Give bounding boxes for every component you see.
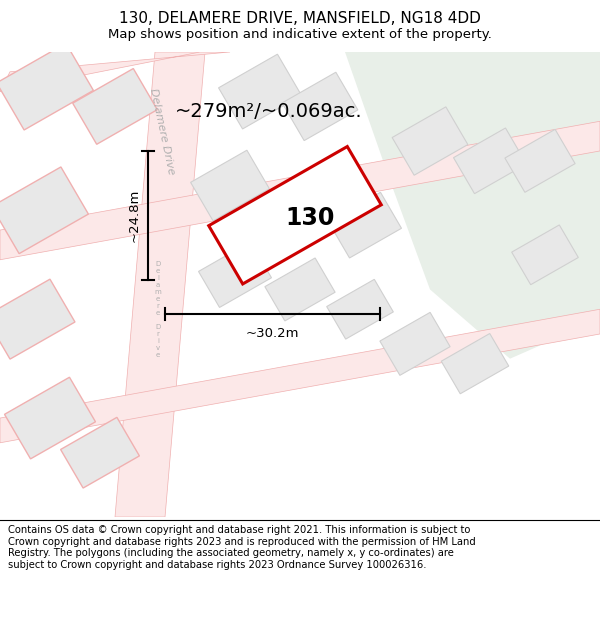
Polygon shape (262, 171, 338, 239)
Polygon shape (0, 52, 230, 92)
Polygon shape (282, 72, 358, 141)
Text: Map shows position and indicative extent of the property.: Map shows position and indicative extent… (108, 28, 492, 41)
Text: ~24.8m: ~24.8m (128, 189, 140, 242)
Polygon shape (380, 312, 450, 376)
Polygon shape (0, 309, 600, 442)
Polygon shape (505, 129, 575, 192)
Text: 130, DELAMERE DRIVE, MANSFIELD, NG18 4DD: 130, DELAMERE DRIVE, MANSFIELD, NG18 4DD (119, 11, 481, 26)
Polygon shape (441, 334, 509, 394)
Polygon shape (115, 52, 205, 517)
Polygon shape (392, 107, 468, 175)
Polygon shape (265, 258, 335, 321)
Polygon shape (329, 192, 401, 258)
Polygon shape (218, 54, 301, 129)
Polygon shape (0, 121, 600, 260)
Polygon shape (199, 242, 271, 308)
Polygon shape (0, 43, 94, 130)
Text: Contains OS data © Crown copyright and database right 2021. This information is : Contains OS data © Crown copyright and d… (8, 525, 476, 570)
Text: 130: 130 (286, 206, 335, 230)
Text: Delamere Drive: Delamere Drive (148, 87, 176, 175)
Text: ~279m²/~0.069ac.: ~279m²/~0.069ac. (175, 102, 362, 121)
Polygon shape (191, 150, 269, 221)
Polygon shape (209, 146, 381, 284)
Polygon shape (0, 279, 75, 359)
Polygon shape (0, 167, 88, 254)
Text: D
e
l
a
m
e
r
e

D
r
i
v
e: D e l a m e r e D r i v e (155, 261, 161, 358)
Polygon shape (454, 128, 526, 194)
Polygon shape (345, 52, 600, 359)
Polygon shape (73, 69, 157, 144)
Polygon shape (512, 225, 578, 285)
Polygon shape (5, 378, 95, 459)
Text: ~30.2m: ~30.2m (246, 328, 299, 341)
Polygon shape (61, 418, 139, 488)
Polygon shape (326, 279, 394, 339)
